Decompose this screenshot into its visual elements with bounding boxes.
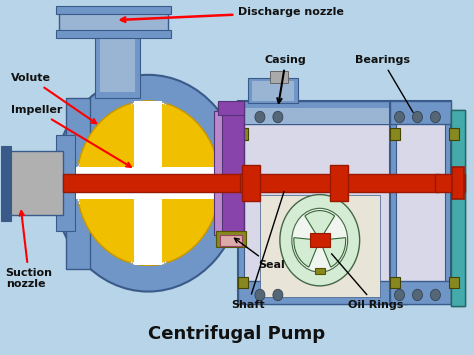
Text: Seal: Seal (235, 238, 285, 270)
Bar (238, 101, 408, 124)
Wedge shape (148, 183, 219, 264)
Circle shape (255, 111, 265, 123)
Bar (390, 129, 400, 140)
Wedge shape (305, 211, 335, 240)
Circle shape (430, 111, 440, 123)
Text: Oil Rings: Oil Rings (331, 254, 403, 310)
Bar (95, 35, 140, 98)
Bar (58, 10, 168, 35)
Text: Casing: Casing (265, 55, 307, 103)
Text: Shaft: Shaft (231, 192, 284, 310)
Circle shape (430, 289, 440, 301)
Circle shape (280, 195, 360, 286)
Circle shape (412, 289, 422, 301)
Circle shape (255, 289, 265, 301)
Wedge shape (79, 103, 148, 183)
Bar (55, 135, 75, 231)
Bar (242, 165, 260, 201)
Bar (270, 71, 288, 83)
Wedge shape (78, 102, 148, 183)
Bar (315, 268, 325, 274)
Wedge shape (148, 183, 218, 263)
Circle shape (292, 208, 347, 272)
Bar (449, 129, 459, 140)
Bar (238, 101, 408, 304)
Bar (436, 174, 465, 192)
Circle shape (76, 101, 220, 265)
Text: Discharge nozzle: Discharge nozzle (121, 7, 344, 22)
Bar (0, 151, 63, 215)
Bar (248, 78, 298, 103)
Text: Volute: Volute (11, 73, 96, 123)
Bar (63, 174, 242, 192)
Bar (238, 277, 248, 288)
Text: Impeller: Impeller (11, 105, 131, 167)
Bar (451, 110, 465, 306)
Wedge shape (78, 183, 148, 264)
Circle shape (394, 289, 404, 301)
Bar (77, 165, 219, 201)
Bar (449, 277, 459, 288)
Bar (214, 111, 222, 235)
Bar (330, 165, 347, 201)
Bar (260, 195, 380, 297)
Text: Bearings: Bearings (355, 55, 413, 113)
Bar (76, 167, 220, 199)
Wedge shape (79, 183, 148, 263)
Bar (79, 167, 218, 199)
Bar (220, 235, 242, 246)
Bar (130, 103, 166, 263)
Bar (134, 103, 162, 263)
Bar (65, 98, 91, 269)
Bar (244, 108, 401, 297)
Bar (390, 101, 451, 124)
Bar (0, 146, 11, 221)
Circle shape (76, 101, 220, 265)
Bar (252, 81, 294, 101)
Bar (216, 231, 246, 247)
Circle shape (273, 111, 283, 123)
Bar (240, 174, 439, 192)
Bar (100, 35, 135, 92)
Bar (244, 108, 401, 124)
Bar (310, 233, 330, 247)
Bar (3, 154, 61, 213)
Circle shape (54, 75, 243, 291)
Bar (132, 102, 164, 264)
Bar (451, 110, 465, 306)
Bar (218, 103, 244, 240)
Text: Suction
nozzle: Suction nozzle (6, 211, 53, 289)
Bar (390, 277, 400, 288)
Wedge shape (148, 103, 218, 183)
Circle shape (394, 111, 404, 123)
Text: Centrifugal Pump: Centrifugal Pump (148, 325, 326, 343)
Circle shape (273, 289, 283, 301)
Bar (451, 110, 465, 306)
Bar (390, 101, 451, 304)
Bar (238, 129, 248, 140)
Bar (55, 30, 171, 38)
Bar (238, 281, 408, 304)
Circle shape (412, 111, 422, 123)
Bar (395, 110, 446, 295)
Bar (55, 6, 171, 15)
Wedge shape (148, 102, 219, 183)
Bar (452, 167, 465, 199)
Bar (79, 163, 218, 204)
Bar (390, 281, 451, 304)
Bar (218, 101, 244, 115)
Bar (134, 101, 162, 265)
Circle shape (79, 103, 218, 263)
Wedge shape (294, 237, 320, 267)
Wedge shape (320, 237, 346, 267)
